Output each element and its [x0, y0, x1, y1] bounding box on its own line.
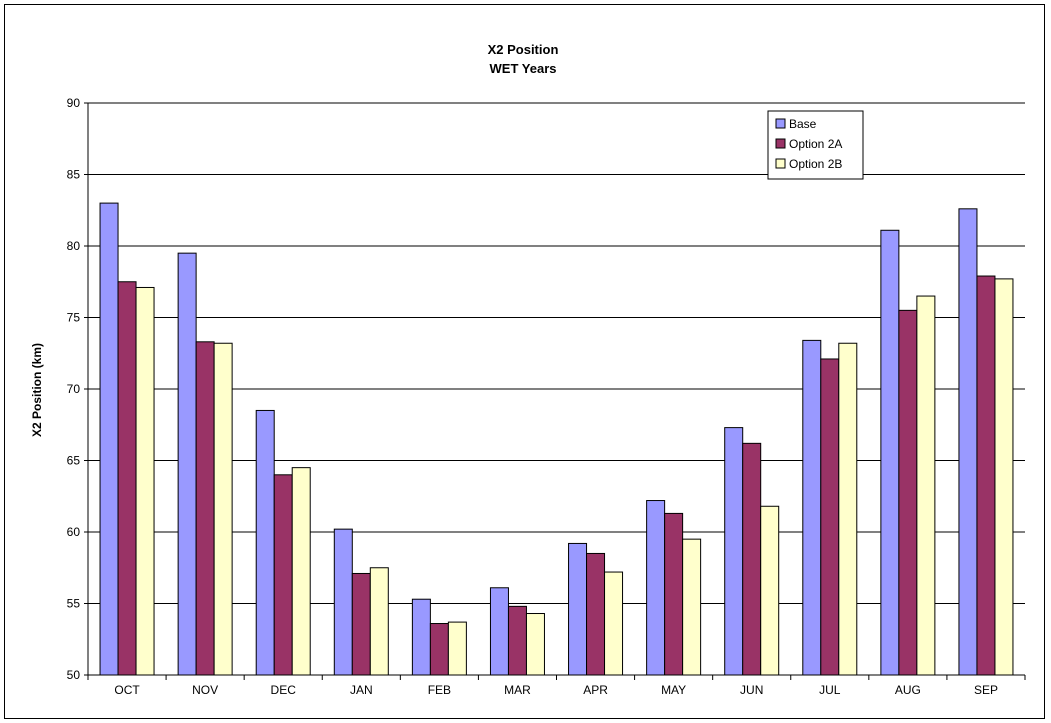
bar-option-2a-sep: [976, 275, 996, 676]
x-tick-label: DEC: [271, 683, 297, 697]
x-tick-label: AUG: [895, 683, 921, 697]
legend-swatch: [775, 158, 786, 169]
y-tick-label: 90: [67, 96, 81, 110]
chart-svg: X2 Position WET Years X2 Position (km) 5…: [30, 42, 1026, 697]
x-tick-label: OCT: [114, 683, 140, 697]
bar-option-2b-apr: [604, 571, 624, 676]
y-tick-label: 80: [67, 239, 81, 253]
y-tick-label: 60: [67, 525, 81, 539]
bar-option-2a-nov: [195, 341, 215, 676]
bar-option-2a-feb: [429, 623, 449, 676]
bar-option-2a-oct: [117, 281, 137, 676]
bar-option-2b-jun: [760, 505, 780, 676]
bar-base-may: [646, 500, 666, 676]
bar-base-mar: [489, 587, 509, 676]
y-axis-title: X2 Position (km): [30, 343, 44, 437]
bar-base-feb: [411, 598, 431, 676]
x-tick-label: JAN: [350, 683, 373, 697]
legend-entry: Option 2A: [789, 137, 842, 151]
bar-option-2b-mar: [525, 613, 545, 676]
legend-swatch: [775, 118, 786, 129]
bar-option-2b-oct: [135, 286, 155, 676]
y-tick-label: 70: [67, 382, 81, 396]
legend-swatch: [775, 138, 786, 149]
bar-option-2a-jul: [820, 358, 840, 676]
bars: [99, 202, 1014, 676]
gridlines: [88, 102, 1025, 604]
bar-option-2a-apr: [586, 552, 606, 676]
bar-base-jan: [333, 528, 353, 676]
bar-base-jun: [724, 427, 744, 676]
bar-option-2b-nov: [213, 342, 233, 676]
chart-frame: X2 Position WET Years X2 Position (km) 5…: [4, 4, 1045, 719]
bar-option-2a-aug: [898, 309, 918, 676]
bar-option-2a-jun: [742, 442, 762, 676]
bar-base-aug: [880, 229, 900, 676]
bar-option-2a-mar: [507, 605, 527, 676]
x-tick-label: APR: [583, 683, 608, 697]
y-tick-label: 55: [67, 597, 81, 611]
y-tick-label: 85: [67, 168, 81, 182]
bar-option-2b-sep: [994, 278, 1014, 676]
bar-base-nov: [177, 252, 197, 676]
x-tick-label: MAY: [661, 683, 686, 697]
chart-subtitle: WET Years: [490, 61, 557, 76]
y-tick-label: 65: [67, 454, 81, 468]
legend-entry: Option 2B: [789, 157, 842, 171]
x-tick-label: JUN: [740, 683, 763, 697]
bar-base-apr: [568, 542, 588, 676]
bar-option-2b-may: [682, 538, 702, 676]
axes: 50 55 60 65 70 75 80 85 90 OCT NOV DEC JAN FEB MAR APR M…: [67, 96, 1026, 697]
x-tick-label: FEB: [428, 683, 451, 697]
bar-base-sep: [958, 208, 978, 676]
bar-option-2a-dec: [273, 474, 293, 676]
bar-option-2a-jan: [351, 572, 371, 676]
legend: Base Option 2A Option 2B: [767, 110, 864, 180]
chart-title: X2 Position: [488, 42, 559, 57]
bar-option-2a-may: [664, 512, 684, 676]
x-tick-label: NOV: [192, 683, 218, 697]
bar-base-oct: [99, 202, 119, 676]
y-tick-label: 75: [67, 311, 81, 325]
bar-option-2b-jan: [369, 567, 389, 676]
bar-option-2b-jul: [838, 342, 858, 676]
x-tick-label: MAR: [504, 683, 531, 697]
bar-option-2b-aug: [916, 295, 936, 676]
bar-base-jul: [802, 339, 822, 676]
legend-entry: Base: [789, 117, 817, 131]
x-tick-label: JUL: [819, 683, 841, 697]
bar-base-dec: [255, 409, 275, 676]
y-tick-label: 50: [67, 668, 81, 682]
bar-option-2b-dec: [291, 467, 311, 676]
x-tick-label: SEP: [974, 683, 998, 697]
bar-option-2b-feb: [447, 621, 467, 676]
